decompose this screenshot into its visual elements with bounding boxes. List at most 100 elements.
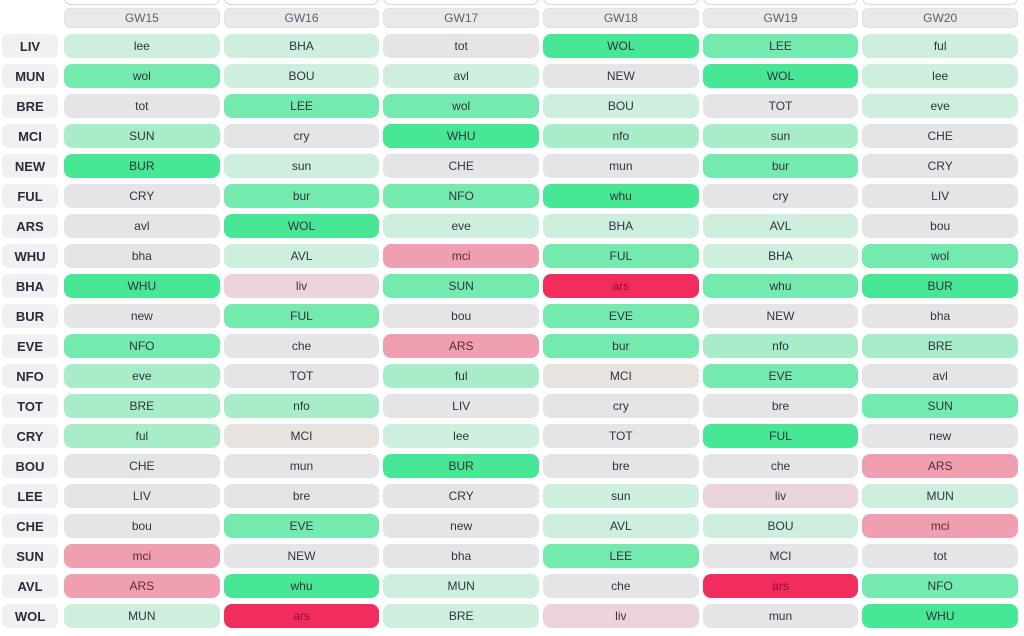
fixture-cell: liv xyxy=(223,274,380,298)
fixture-cell: bre xyxy=(223,484,380,508)
fixture-cell: lee xyxy=(383,424,539,448)
fixture-cell: cry xyxy=(543,394,699,418)
fixture-cell: SUN xyxy=(64,124,220,148)
fixture-cell: ful xyxy=(64,424,220,448)
cropped-pill xyxy=(543,0,699,5)
team-label: BOU xyxy=(2,454,58,478)
fixture-cell: MUN xyxy=(862,484,1018,508)
fixture-cell: nfo xyxy=(223,394,380,418)
team-label: TOT xyxy=(2,394,58,418)
fixture-cell: tot xyxy=(64,94,220,118)
fixture-cell: ars xyxy=(223,604,380,628)
fixture-cell: whu xyxy=(223,574,380,598)
fixture-cell: che xyxy=(543,574,699,598)
fixture-cell: che xyxy=(702,454,859,478)
fixture-cell: lee xyxy=(64,34,220,58)
team-label: BHA xyxy=(2,274,58,298)
fixture-cell: bou xyxy=(383,304,539,328)
fixture-cell: mci xyxy=(862,514,1018,538)
team-label: LEE xyxy=(2,484,58,508)
fixture-cell: sun xyxy=(702,124,859,148)
fixture-cell: sun xyxy=(543,484,699,508)
fixture-cell: BUR xyxy=(862,274,1018,298)
fixture-cell: tot xyxy=(862,544,1018,568)
fixture-cell: FUL xyxy=(702,424,859,448)
team-row: WHU bha AVL mci FUL BHA wol xyxy=(0,244,1018,268)
fixture-cell: AVL xyxy=(702,214,859,238)
fixture-cell: CHE xyxy=(383,154,539,178)
fixture-cell: wol xyxy=(383,94,539,118)
fixture-cell: cry xyxy=(702,184,859,208)
fixture-cell: wol xyxy=(862,244,1018,268)
fixture-cell: ARS xyxy=(64,574,220,598)
team-row: BOU CHE mun BUR bre che ARS xyxy=(0,454,1018,478)
team-row: SUN mci NEW bha LEE MCI tot xyxy=(0,544,1018,568)
gameweek-header-row: GW15 GW16 GW17 GW18 GW19 GW20 xyxy=(0,8,1018,28)
fixture-cell: WHU xyxy=(64,274,220,298)
fixture-cell: mun xyxy=(702,604,859,628)
team-label: SUN xyxy=(2,544,58,568)
team-label: MUN xyxy=(2,64,58,88)
fixture-cell: BUR xyxy=(64,154,220,178)
team-row: BHA WHU liv SUN ars whu BUR xyxy=(0,274,1018,298)
fixture-cell: avl xyxy=(383,64,539,88)
fixture-cell: NEW xyxy=(223,544,380,568)
team-label: EVE xyxy=(2,334,58,358)
team-row: TOT BRE nfo LIV cry bre SUN xyxy=(0,394,1018,418)
fixture-cell: EVE xyxy=(543,304,699,328)
sliver-corner-spacer xyxy=(0,0,60,6)
fixture-cell: NFO xyxy=(862,574,1018,598)
fixture-cell: ars xyxy=(702,574,859,598)
fixture-cell: nfo xyxy=(543,124,699,148)
fixture-cell: bha xyxy=(383,544,539,568)
fixture-cell: CHE xyxy=(862,124,1018,148)
fixture-cell: FUL xyxy=(223,304,380,328)
fixture-cell: bha xyxy=(862,304,1018,328)
fixture-cell: mun xyxy=(543,154,699,178)
fixture-cell: LEE xyxy=(702,34,859,58)
fixture-cell: sun xyxy=(223,154,380,178)
fixture-cell: avl xyxy=(862,364,1018,388)
fixture-cell: NFO xyxy=(383,184,539,208)
fixture-cell: whu xyxy=(702,274,859,298)
fixture-cell: wol xyxy=(64,64,220,88)
fixture-cell: BHA xyxy=(702,244,859,268)
fixture-cell: LIV xyxy=(64,484,220,508)
fixture-cell: BOU xyxy=(543,94,699,118)
team-row: AVL ARS whu MUN che ars NFO xyxy=(0,574,1018,598)
header-corner-spacer xyxy=(0,8,60,28)
fixture-cell: MUN xyxy=(64,604,220,628)
fixture-cell: avl xyxy=(64,214,220,238)
team-label: WOL xyxy=(2,604,58,628)
team-row: LEE LIV bre CRY sun liv MUN xyxy=(0,484,1018,508)
fixture-cell: CRY xyxy=(862,154,1018,178)
fixture-cell: cry xyxy=(223,124,380,148)
fixture-cell: ful xyxy=(383,364,539,388)
team-row: MCI SUN cry WHU nfo sun CHE xyxy=(0,124,1018,148)
fixture-cell: bur xyxy=(223,184,380,208)
fixture-cell: TOT xyxy=(543,424,699,448)
fixture-cell: ful xyxy=(862,34,1018,58)
cropped-pill xyxy=(223,0,380,5)
team-row: BUR new FUL bou EVE NEW bha xyxy=(0,304,1018,328)
fixture-cell: bou xyxy=(862,214,1018,238)
team-row: CRY ful MCI lee TOT FUL new xyxy=(0,424,1018,448)
fixture-cell: MCI xyxy=(543,364,699,388)
fixture-cell: CRY xyxy=(64,184,220,208)
team-row: FUL CRY bur NFO whu cry LIV xyxy=(0,184,1018,208)
fixture-cell: SUN xyxy=(383,274,539,298)
team-row: MUN wol BOU avl NEW WOL lee xyxy=(0,64,1018,88)
fixture-cell: BUR xyxy=(383,454,539,478)
fixture-cell: WHU xyxy=(383,124,539,148)
fixture-cell: liv xyxy=(702,484,859,508)
fixture-cell: eve xyxy=(862,94,1018,118)
gameweek-header: GW20 xyxy=(862,8,1018,28)
fixture-cell: mci xyxy=(64,544,220,568)
cropped-pill xyxy=(862,0,1018,5)
team-label: FUL xyxy=(2,184,58,208)
fixture-cell: EVE xyxy=(702,364,859,388)
fixture-cell: FUL xyxy=(543,244,699,268)
fixture-cell: eve xyxy=(383,214,539,238)
fixture-cell: BRE xyxy=(64,394,220,418)
team-label: CHE xyxy=(2,514,58,538)
